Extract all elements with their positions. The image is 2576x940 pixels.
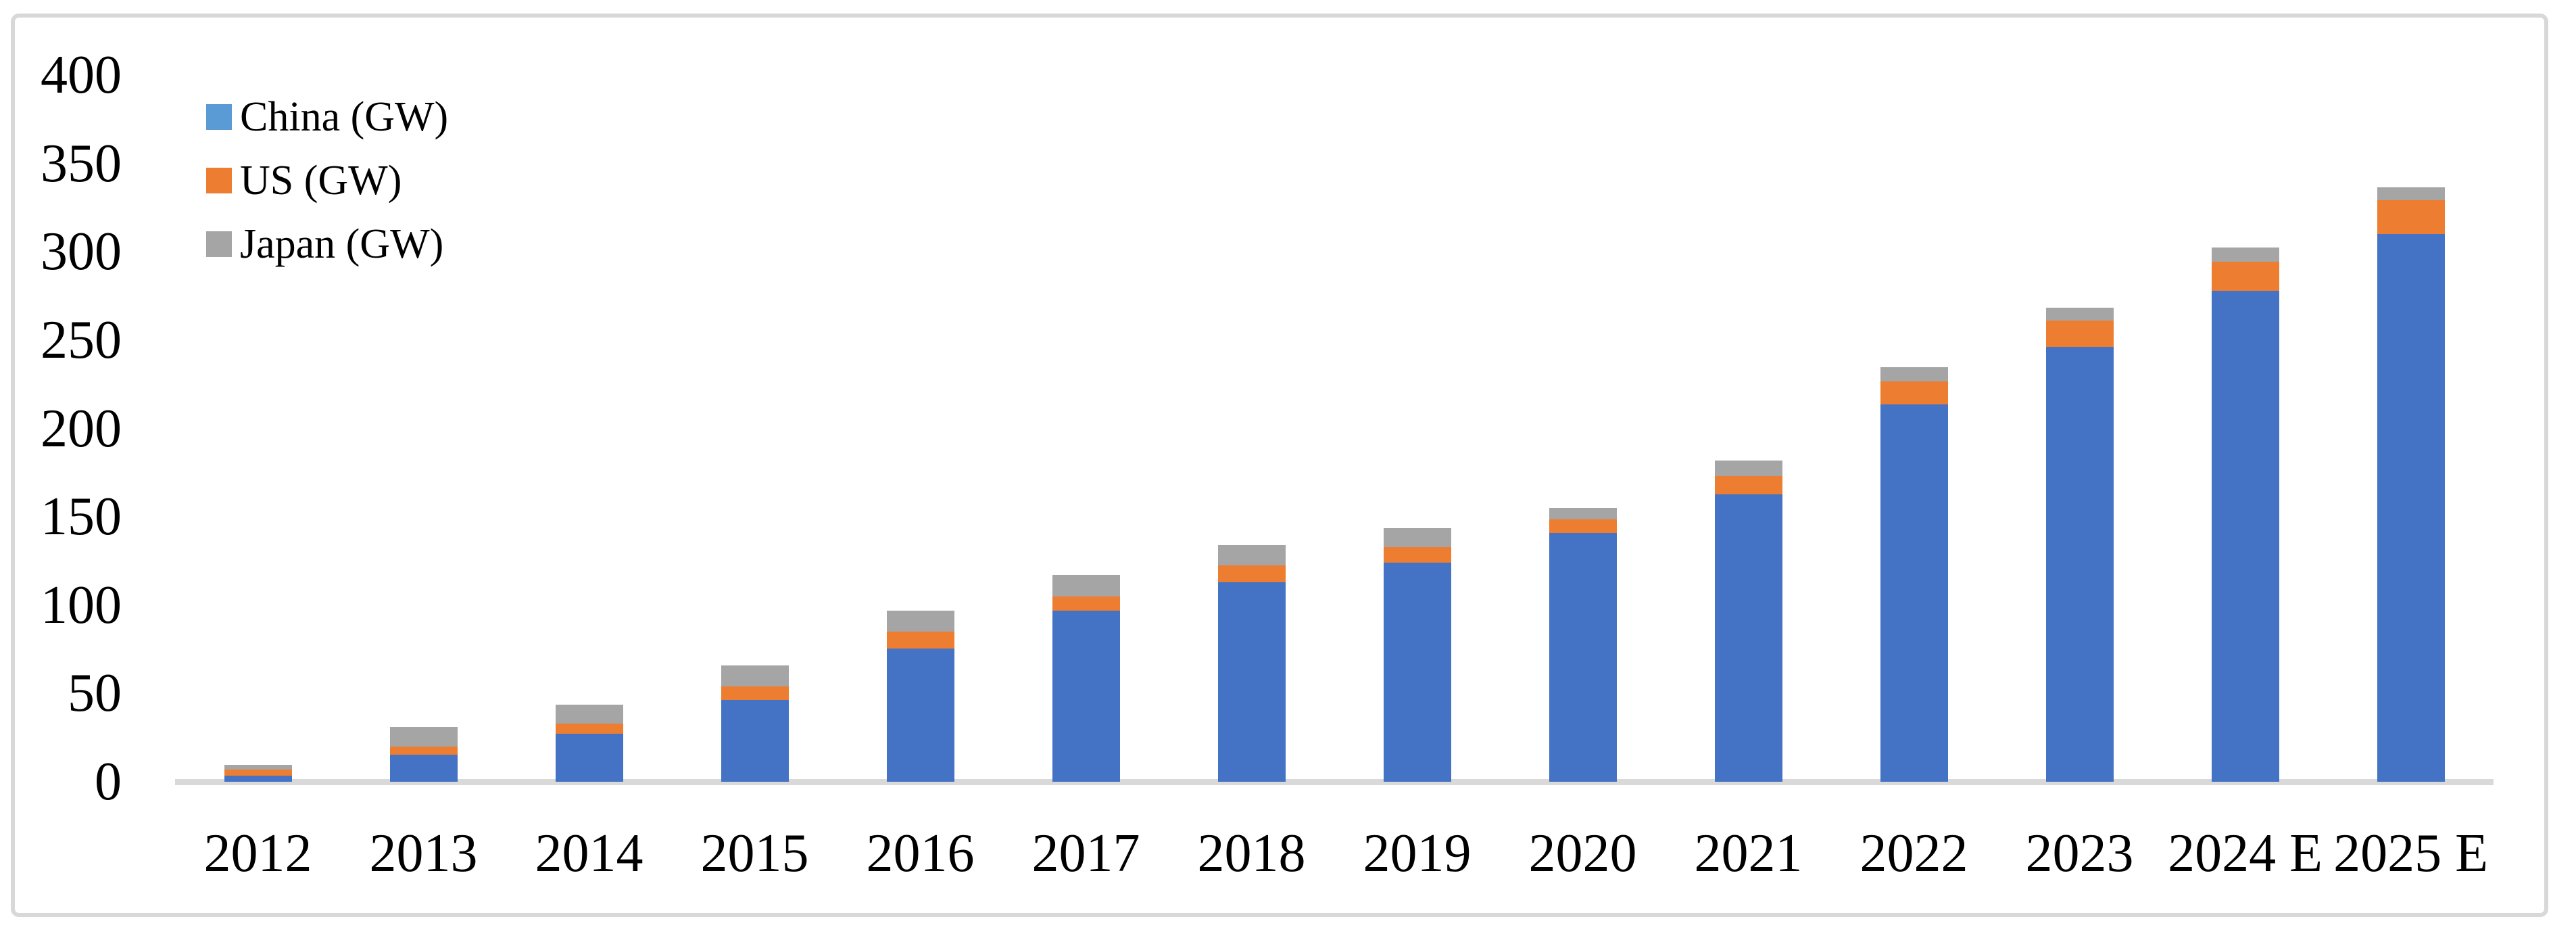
- bar-segment-japan-2017[interactable]: [1052, 575, 1120, 596]
- bar-segment-us-2023[interactable]: [2045, 321, 2114, 348]
- bar-segment-china-2015[interactable]: [721, 699, 789, 782]
- bar-segment-china-2016[interactable]: [886, 648, 954, 782]
- bar-segment-japan-2013[interactable]: [389, 727, 458, 747]
- bar-segment-china-2020[interactable]: [1549, 532, 1617, 782]
- bar-segment-china-2012[interactable]: [224, 775, 292, 782]
- legend-swatch-icon: [206, 168, 232, 193]
- bar-segment-china-2014[interactable]: [555, 734, 623, 782]
- x-axis-line: [175, 779, 2494, 785]
- x-axis-label-2017: 2017: [1031, 824, 1140, 883]
- bar-segment-us-2021[interactable]: [1714, 476, 1782, 495]
- bar-segment-china-2019[interactable]: [1383, 563, 1451, 782]
- x-axis-label-2022: 2022: [1860, 824, 1968, 883]
- y-tick-label: 0: [95, 752, 122, 812]
- x-axis-label-2014: 2014: [535, 824, 643, 883]
- bar-segment-japan-2019[interactable]: [1383, 528, 1451, 547]
- legend-item-china[interactable]: China (GW): [206, 85, 448, 149]
- bar-segment-us-2012[interactable]: [224, 769, 292, 776]
- bar-segment-us-2018[interactable]: [1217, 565, 1286, 582]
- x-axis-label-2024E: 2024 E: [2168, 824, 2323, 883]
- bar-segment-japan-2015[interactable]: [721, 665, 789, 686]
- bar-segment-japan-2022[interactable]: [1880, 367, 1948, 382]
- bar-segment-us-2022[interactable]: [1880, 381, 1948, 405]
- bar-segment-japan-2025E[interactable]: [2377, 187, 2445, 201]
- chart-outer-border: [11, 14, 2548, 917]
- bar-segment-china-2024E[interactable]: [2211, 290, 2279, 782]
- y-tick-label: 50: [68, 663, 122, 724]
- x-axis-label-2025E: 2025 E: [2333, 824, 2488, 883]
- y-tick-label: 300: [41, 222, 122, 282]
- bar-segment-us-2019[interactable]: [1383, 546, 1451, 563]
- y-tick-label: 350: [41, 133, 122, 193]
- bar-segment-us-2015[interactable]: [721, 686, 789, 700]
- legend-item-us[interactable]: US (GW): [206, 149, 448, 212]
- bar-segment-china-2013[interactable]: [389, 754, 458, 782]
- bar-segment-china-2018[interactable]: [1217, 582, 1286, 782]
- bar-segment-japan-2020[interactable]: [1549, 508, 1617, 520]
- bar-segment-china-2022[interactable]: [1880, 404, 1948, 782]
- bar-segment-japan-2014[interactable]: [555, 705, 623, 724]
- y-tick-label: 400: [41, 45, 122, 105]
- legend-item-japan[interactable]: Japan (GW): [206, 212, 448, 276]
- bar-segment-china-2017[interactable]: [1052, 610, 1120, 782]
- y-tick-label: 100: [41, 575, 122, 635]
- bar-segment-us-2014[interactable]: [555, 723, 623, 734]
- x-axis-label-2023: 2023: [2025, 824, 2134, 883]
- x-axis-label-2015: 2015: [700, 824, 809, 883]
- x-axis-label-2018: 2018: [1197, 824, 1306, 883]
- bar-segment-japan-2016[interactable]: [886, 610, 954, 632]
- legend-swatch-icon: [206, 104, 232, 130]
- bar-segment-us-2020[interactable]: [1549, 519, 1617, 533]
- legend-swatch-icon: [206, 231, 232, 257]
- bar-segment-japan-2021[interactable]: [1714, 460, 1782, 477]
- bar-segment-us-2017[interactable]: [1052, 596, 1120, 611]
- bar-segment-us-2013[interactable]: [389, 746, 458, 755]
- x-axis-label-2012: 2012: [203, 824, 312, 883]
- bar-segment-china-2023[interactable]: [2045, 347, 2114, 782]
- bar-segment-china-2021[interactable]: [1714, 494, 1782, 782]
- x-axis-label-2021: 2021: [1694, 824, 1803, 883]
- bar-segment-us-2024E[interactable]: [2211, 261, 2279, 291]
- x-axis-label-2013: 2013: [369, 824, 478, 883]
- bar-segment-us-2025E[interactable]: [2377, 200, 2445, 235]
- bar-segment-japan-2012[interactable]: [224, 765, 292, 770]
- x-axis-label-2016: 2016: [866, 824, 975, 883]
- x-axis-label-2019: 2019: [1363, 824, 1472, 883]
- bar-segment-japan-2018[interactable]: [1217, 544, 1286, 565]
- x-axis-label-2020: 2020: [1528, 824, 1637, 883]
- y-tick-label: 200: [41, 398, 122, 459]
- bar-segment-japan-2023[interactable]: [2045, 307, 2114, 321]
- bar-segment-us-2016[interactable]: [886, 631, 954, 649]
- legend-label: China (GW): [240, 94, 449, 140]
- bar-segment-japan-2024E[interactable]: [2211, 247, 2279, 262]
- bar-segment-china-2025E[interactable]: [2377, 234, 2445, 782]
- legend-label: US (GW): [240, 158, 402, 204]
- y-tick-label: 250: [41, 310, 122, 370]
- chart-legend: China (GW) US (GW) Japan (GW): [206, 85, 448, 276]
- y-tick-label: 150: [41, 487, 122, 547]
- legend-label: Japan (GW): [240, 221, 444, 267]
